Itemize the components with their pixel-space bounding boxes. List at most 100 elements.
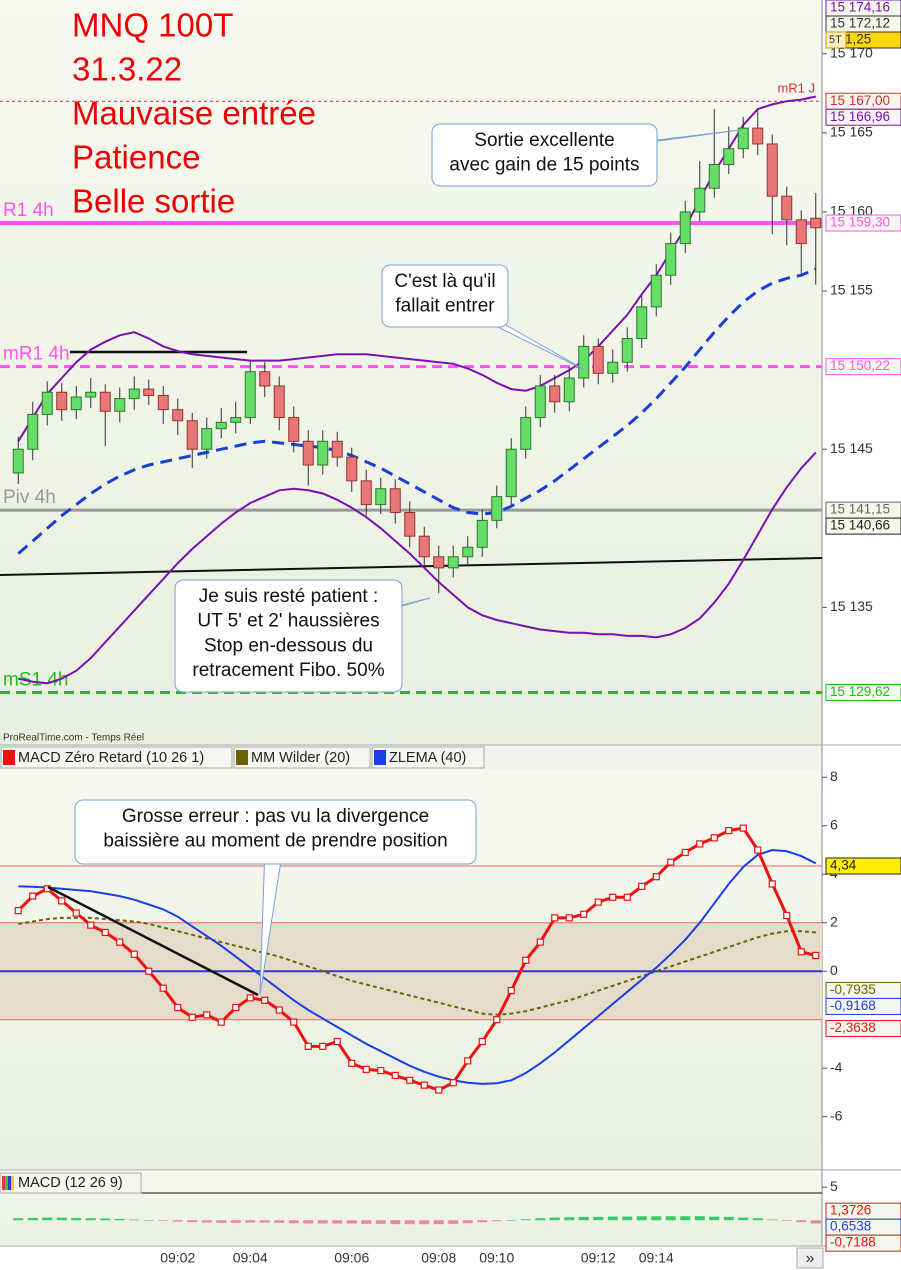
legend-box (0, 746, 233, 769)
indicator-point (710, 834, 718, 842)
histogram-bar (390, 1220, 401, 1225)
histogram-bar (332, 1220, 343, 1224)
candle-body (795, 219, 807, 245)
price-marker (825, 1020, 901, 1038)
indicator-point (420, 1081, 428, 1089)
histogram-bar (796, 1220, 807, 1223)
callout-text: baissière au moment de prendre position (103, 831, 447, 852)
histogram-bar (259, 1220, 270, 1223)
indicator-point (551, 914, 559, 922)
histogram-bar (448, 1220, 459, 1224)
histogram-bar (781, 1220, 792, 1221)
indicator-point (72, 909, 80, 917)
x-tick-label: 09:12 (581, 1250, 616, 1266)
price-marker-label: 15 174,16 (830, 0, 890, 15)
indicator-point (638, 882, 646, 890)
callout-box (74, 799, 477, 865)
indicator-point (768, 880, 776, 888)
candle-body (563, 377, 575, 403)
scroll-button[interactable] (796, 1247, 824, 1269)
candle-body (41, 391, 53, 415)
histogram-bar (477, 1220, 488, 1223)
x-tick-label: 09:04 (233, 1250, 268, 1266)
indicator-point (812, 951, 820, 960)
price-marker (825, 1234, 901, 1252)
indicator-point (232, 1003, 240, 1012)
histogram-bar (129, 1219, 140, 1221)
level-name: mR1 J (777, 81, 815, 96)
histogram-bar (288, 1220, 299, 1224)
indicator-point (609, 893, 617, 901)
candle-body (186, 420, 198, 450)
candle-body (360, 480, 372, 506)
price-marker-label: -0,7935 (830, 982, 876, 997)
indicator-point (783, 911, 791, 920)
panel-icon (5, 1176, 8, 1190)
indicator-point (275, 1006, 283, 1014)
histogram-bar (42, 1217, 53, 1221)
histogram-bar (506, 1220, 517, 1221)
histogram-bar (578, 1216, 589, 1221)
candle-body (534, 385, 546, 419)
candle-body (694, 187, 706, 213)
histogram-bar (419, 1220, 430, 1225)
panel-icon (2, 1176, 5, 1190)
drawn-line (47, 885, 259, 997)
histogram-bar (216, 1220, 227, 1223)
price-marker-label: 4,34 (830, 858, 857, 873)
histogram-bar (593, 1216, 604, 1221)
indicator-point (377, 1067, 385, 1075)
candle-body (259, 371, 271, 387)
candle-body (85, 391, 97, 398)
indicator-point (304, 1042, 312, 1050)
x-tick-label: 09:10 (479, 1250, 514, 1266)
y-tick-label: 15 145 (830, 440, 873, 456)
candle-body (491, 496, 503, 521)
histogram-bar (375, 1220, 386, 1224)
indicator-point (348, 1059, 356, 1067)
title-line: Mauvaise entrée (72, 95, 316, 132)
indicator-point (623, 893, 631, 901)
histogram-bar (738, 1217, 749, 1221)
indicator-point (406, 1076, 414, 1084)
histogram-bar (520, 1219, 531, 1221)
candle-body (244, 371, 256, 419)
candle-body (752, 127, 764, 145)
histogram-bar (361, 1220, 372, 1224)
candle-body (418, 535, 430, 558)
indicator-point (14, 907, 22, 915)
candle-body (346, 456, 358, 482)
y-tick-label: 8 (830, 768, 838, 784)
legend-label: ZLEMA (40) (389, 750, 466, 766)
histogram-bar (462, 1220, 473, 1224)
candle-body (201, 428, 213, 450)
indicator-point (101, 928, 109, 937)
panel-icon (11, 1176, 14, 1190)
histogram-bar (230, 1220, 241, 1223)
y-tick-label: -6 (830, 1107, 843, 1123)
candle-body (375, 488, 387, 506)
candle-body (99, 391, 111, 412)
candle-body (810, 217, 822, 229)
indicator-point (159, 984, 167, 992)
histogram-bar (694, 1216, 705, 1221)
scroll-button-label[interactable]: » (806, 1250, 815, 1267)
panel-title: MACD (12 26 9) (18, 1175, 123, 1191)
candle-body (172, 409, 184, 422)
y-tick-label: 15 135 (830, 598, 873, 614)
indicator-point (507, 987, 515, 995)
candle-body (476, 519, 488, 548)
indicator-point (478, 1037, 486, 1046)
indicator-point (464, 1057, 472, 1065)
histogram-bar (303, 1220, 314, 1224)
indicator-point (435, 1086, 443, 1094)
price-marker-label: 15 141,15 (830, 502, 890, 517)
y-tick-label: 15 155 (830, 282, 873, 298)
indicator-line (18, 848, 817, 1085)
candle-body (128, 388, 140, 400)
histogram-bar (158, 1220, 169, 1221)
legend-swatch (3, 750, 15, 765)
indicator-point (493, 1016, 501, 1024)
indicator-point (391, 1071, 399, 1080)
price-marker (825, 108, 901, 126)
